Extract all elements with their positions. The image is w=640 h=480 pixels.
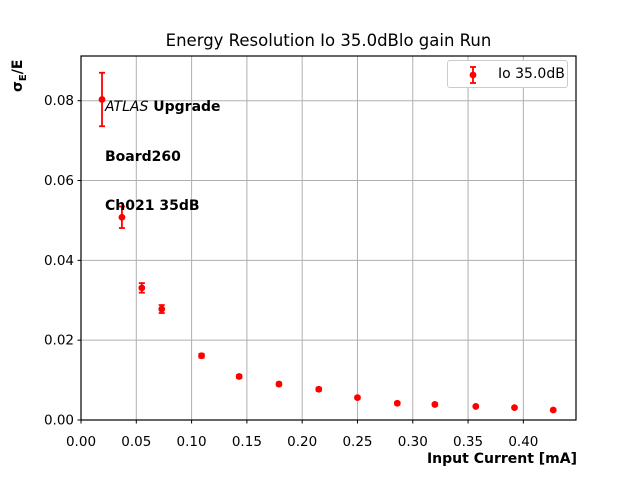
data-point [235, 373, 243, 380]
y-tick-label: 0.02 [44, 333, 74, 349]
data-point [354, 394, 361, 402]
data-point [198, 352, 205, 360]
data-point [138, 284, 146, 292]
chart-title: Energy Resolution Io 35.0dBlo gain Run [165, 31, 492, 50]
x-tick-label: 0.40 [508, 434, 538, 450]
y-axis-label-rest: /E [10, 59, 26, 75]
data-point [549, 406, 557, 414]
annotation-line-2: Board260 [105, 148, 181, 165]
y-tick-label: 0.08 [44, 93, 74, 109]
data-point [472, 403, 480, 410]
annotation-text: ATLAS Upgrade Board260 Ch021 35dB [105, 66, 221, 248]
annotation-atlas: ATLAS [105, 99, 149, 115]
annotation-line-3: Ch021 35dB [105, 198, 200, 214]
annotation-line-1: ATLAS Upgrade [105, 99, 221, 116]
x-tick-label: 0.30 [398, 434, 428, 450]
axes-frame [80, 55, 577, 421]
y-axis-label-subscript: E [17, 74, 29, 82]
data-point [275, 380, 283, 388]
legend-label: Io 35.0dB [498, 66, 565, 82]
x-tick-label: 0.00 [66, 434, 96, 450]
x-tick-label: 0.10 [177, 434, 207, 450]
x-tick-label: 0.20 [287, 434, 317, 450]
y-tick-label: 0.04 [44, 253, 74, 269]
annotation-upgrade: Upgrade [148, 99, 221, 115]
data-point [98, 96, 106, 103]
x-tick-label: 0.25 [342, 434, 372, 450]
x-axis-label: Input Current [mA] [426, 451, 577, 467]
data-point [118, 213, 126, 221]
legend-errorbar-marker-icon [469, 66, 477, 84]
y-axis-label: σE/E [10, 60, 29, 92]
legend: Io 35.0dB [447, 60, 568, 88]
data-point [158, 305, 166, 313]
x-tick-label: 0.15 [232, 434, 262, 450]
data-point [431, 401, 439, 408]
data-point [511, 404, 518, 412]
y-tick-label: 0.06 [44, 173, 74, 189]
data-point [393, 399, 401, 407]
data-point [315, 385, 323, 393]
y-tick-label: 0.00 [44, 413, 74, 429]
x-tick-label: 0.35 [453, 434, 483, 450]
x-tick-label: 0.05 [121, 434, 151, 450]
y-axis-label-sigma: σ [10, 81, 26, 92]
